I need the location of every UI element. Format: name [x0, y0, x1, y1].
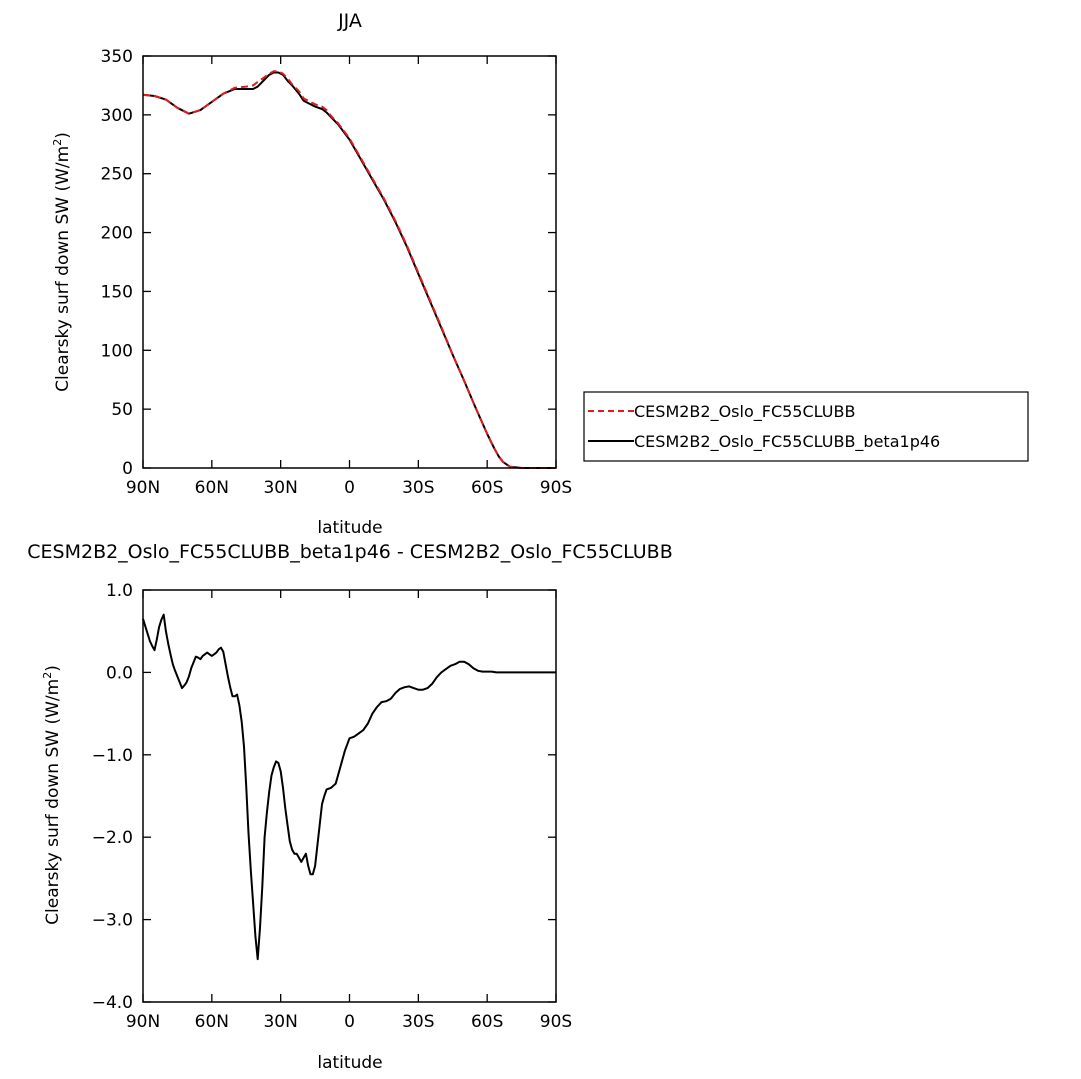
- bottom-x-tick-label: 90N: [126, 1012, 160, 1032]
- bottom-x-tick-label: 0: [344, 1012, 355, 1032]
- top-y-tick-label: 50: [111, 400, 133, 420]
- top-x-tick-label: 30N: [263, 478, 297, 498]
- bottom-x-tick-label: 90S: [540, 1012, 572, 1032]
- top-series-line-1: [142, 70, 556, 469]
- bottom-y-axis-label-sup: 2: [41, 672, 54, 679]
- bottom-series-line-1: [142, 613, 556, 961]
- bottom-x-tick-label: 30S: [402, 1012, 434, 1032]
- panel-bottom-chart: CESM2B2_Oslo_FC55CLUBB_beta1p46 - CESM2B…: [27, 541, 673, 1073]
- top-series-line-2: [142, 71, 556, 469]
- top-x-tick-label: 90S: [540, 478, 572, 498]
- bottom-axis-ticks: 90N 60N 30N 0 30S 60S 90S −4.0 −3.0 −2.0 −1.0 0.0 1.…: [92, 581, 573, 1032]
- bottom-x-tick-label: 60N: [195, 1012, 229, 1032]
- bottom-y-tick-label: 0.0: [106, 663, 133, 683]
- top-y-axis-label: Clearsky surf down SW (W/m2): [51, 132, 73, 392]
- top-y-tick-label: 200: [101, 224, 133, 244]
- legend-label-series-1: CESM2B2_Oslo_FC55CLUBB: [634, 402, 855, 422]
- top-y-tick-label: 100: [101, 341, 133, 361]
- bottom-x-tick-label: 30N: [263, 1012, 297, 1032]
- bottom-plot-frame: [142, 589, 557, 1003]
- top-x-tick-label: 90N: [126, 478, 160, 498]
- panel-top-chart: JJA latitude Clearsky surf down SW (W/m2…: [51, 10, 572, 538]
- bottom-y-tick-label: −2.0: [92, 828, 133, 848]
- bottom-y-axis-label-main: Clearsky surf down SW (W/m: [43, 679, 63, 925]
- top-y-axis-label-sup: 2: [51, 139, 64, 146]
- top-chart-title: JJA: [337, 10, 362, 32]
- bottom-y-tick-label: −4.0: [92, 993, 133, 1013]
- top-y-tick-label: 300: [101, 106, 133, 126]
- bottom-x-tick-label: 60S: [471, 1012, 503, 1032]
- bottom-y-tick-label: −3.0: [92, 911, 133, 931]
- top-y-tick-label: 250: [101, 165, 133, 185]
- top-y-axis-label-end: ): [53, 132, 73, 139]
- top-x-tick-label: 60N: [195, 478, 229, 498]
- bottom-y-axis-label: Clearsky surf down SW (W/m2): [41, 665, 63, 925]
- top-x-tick-label: 0: [344, 478, 355, 498]
- legend-box: [583, 391, 1029, 462]
- top-y-axis-label-main: Clearsky surf down SW (W/m: [53, 146, 73, 392]
- top-x-axis-label: latitude: [317, 518, 382, 538]
- top-y-tick-label: 0: [122, 459, 133, 479]
- bottom-y-tick-label: −1.0: [92, 746, 133, 766]
- bottom-y-axis-label-end: ): [43, 665, 63, 672]
- bottom-x-axis-label: latitude: [317, 1053, 382, 1073]
- legend-label-series-2: CESM2B2_Oslo_FC55CLUBB_beta1p46: [634, 432, 940, 452]
- bottom-chart-title: CESM2B2_Oslo_FC55CLUBB_beta1p46 - CESM2B…: [27, 541, 673, 563]
- top-y-tick-label: 350: [101, 47, 133, 67]
- bottom-series-lines: [142, 613, 556, 961]
- bottom-y-tick-label: 1.0: [106, 581, 133, 601]
- top-x-tick-label: 30S: [402, 478, 434, 498]
- top-plot-frame: [142, 55, 557, 469]
- top-x-tick-label: 60S: [471, 478, 503, 498]
- top-axis-ticks: 90N 60N 30N 0 30S 60S 90S 0 50 100 150 200 250 300 350: [101, 47, 573, 498]
- top-y-tick-label: 150: [101, 282, 133, 302]
- legend: CESM2B2_Oslo_FC55CLUBB CESM2B2_Oslo_FC55…: [583, 391, 1029, 462]
- top-series-lines: [142, 70, 556, 469]
